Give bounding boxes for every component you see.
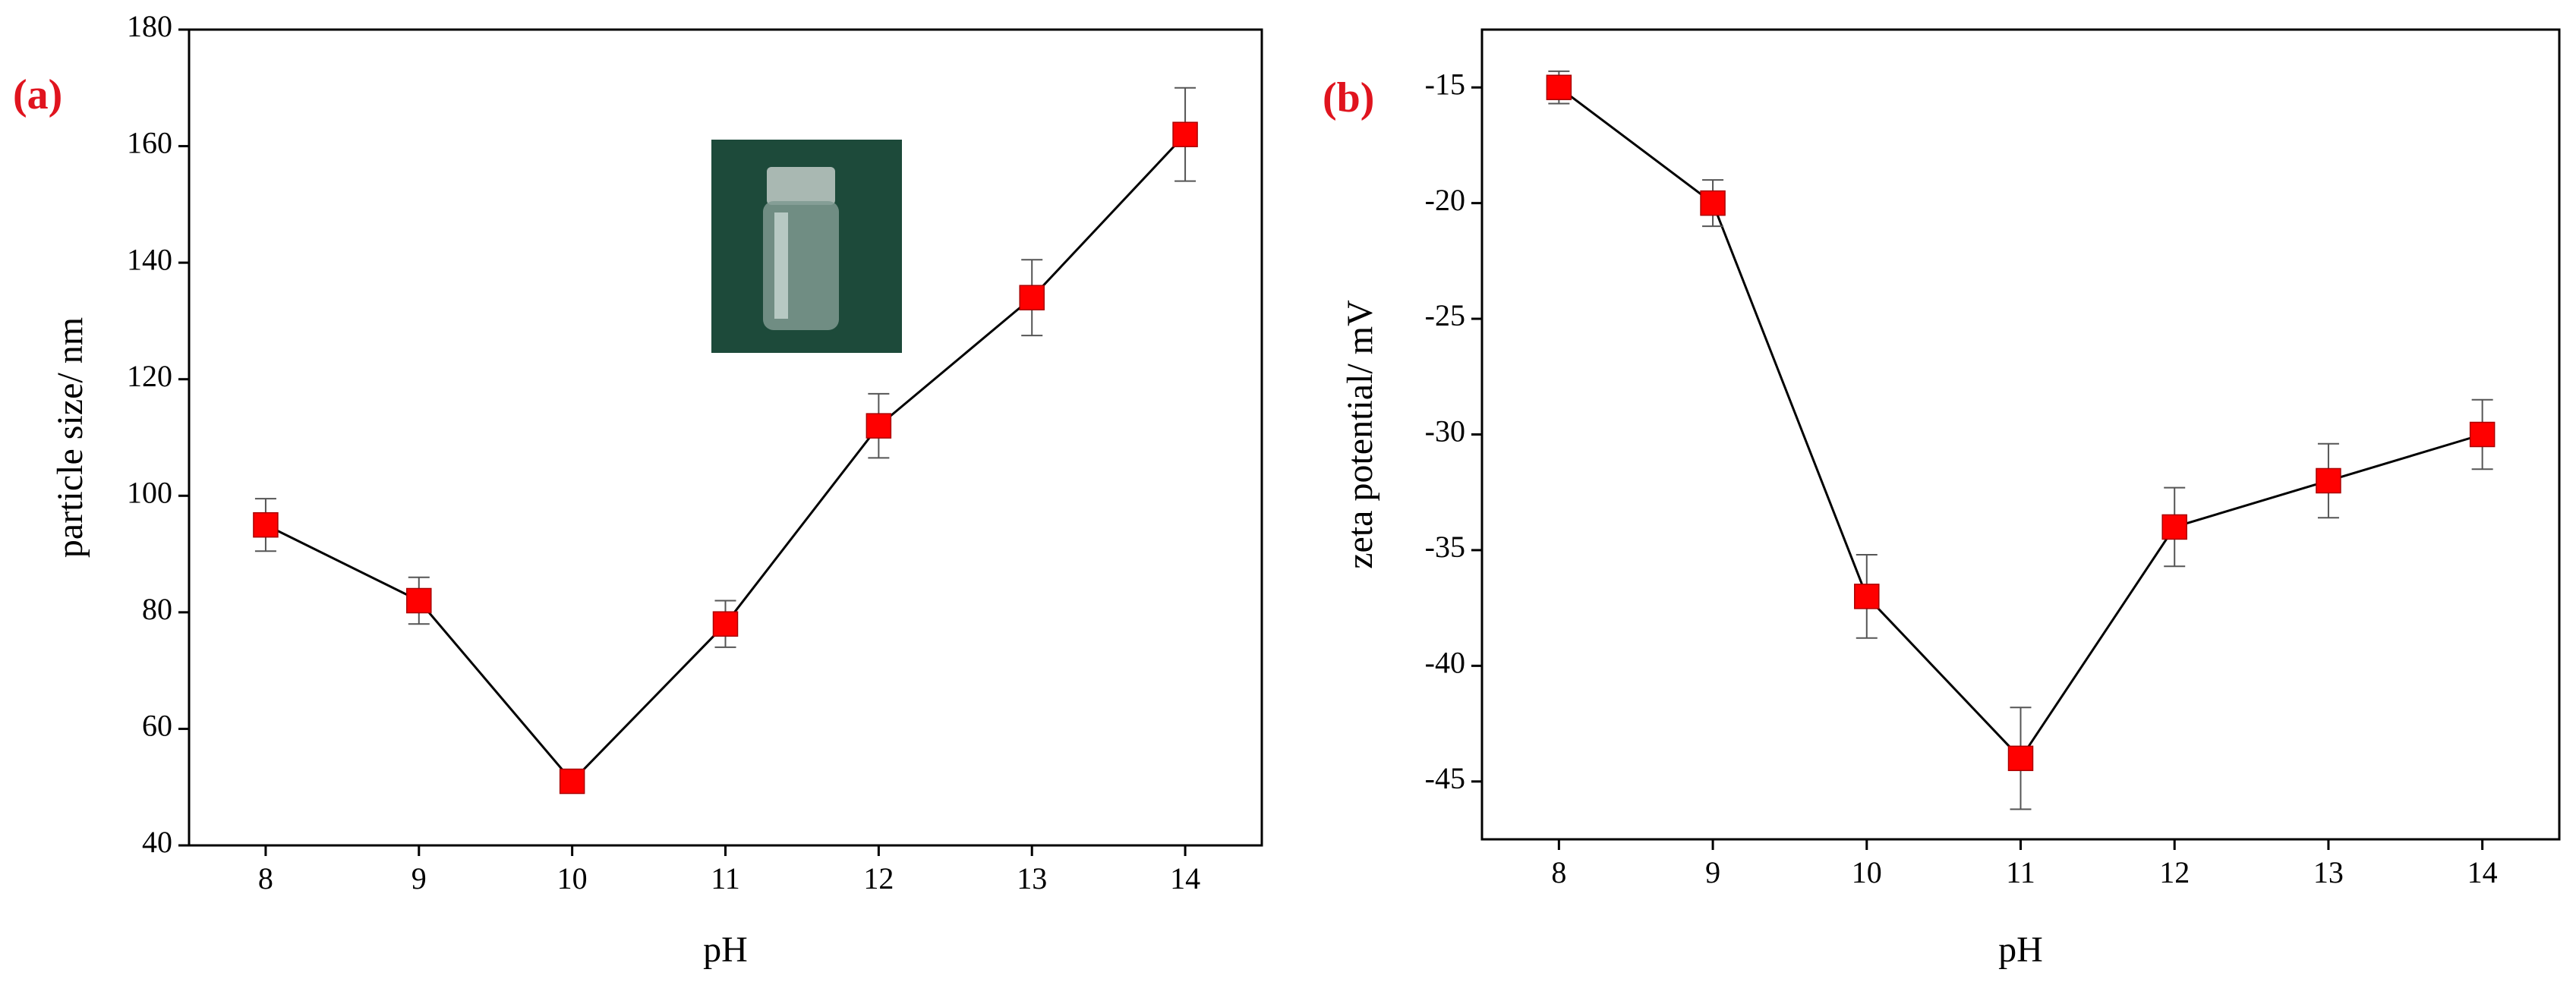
vial-glint xyxy=(774,212,788,319)
marker xyxy=(2469,421,2496,448)
y-tick-label: -30 xyxy=(1425,414,1465,448)
y-axis-title: particle size/ nm xyxy=(50,317,90,558)
y-tick-label: 120 xyxy=(127,359,172,393)
marker xyxy=(1854,584,1880,609)
marker xyxy=(2316,467,2341,494)
y-tick-label: 40 xyxy=(142,825,172,859)
x-tick-label: 11 xyxy=(2006,855,2035,889)
y-tick-label: 60 xyxy=(142,709,172,743)
x-tick-label: 13 xyxy=(2313,855,2344,889)
x-tick-label: 8 xyxy=(1551,855,1566,889)
marker xyxy=(712,611,739,637)
x-tick-label: 10 xyxy=(557,861,588,895)
y-tick-label: -45 xyxy=(1425,761,1465,795)
y-tick-label: 80 xyxy=(142,592,172,626)
marker xyxy=(559,768,585,795)
x-tick-label: 14 xyxy=(2467,855,2498,889)
x-tick-label: 12 xyxy=(2159,855,2190,889)
vial-cap xyxy=(767,167,835,205)
panel-label: (b) xyxy=(1323,74,1374,121)
y-axis-title: zeta potential/ mV xyxy=(1340,300,1380,569)
x-tick-label: 8 xyxy=(258,861,273,895)
x-tick-label: 11 xyxy=(711,861,740,895)
marker xyxy=(1546,74,1572,100)
y-tick-label: -15 xyxy=(1425,67,1465,101)
inset-photo xyxy=(711,140,902,353)
x-axis-title: pH xyxy=(703,930,748,970)
marker xyxy=(2007,745,2034,772)
marker xyxy=(1019,285,1045,310)
marker xyxy=(1172,121,1198,147)
y-tick-label: 140 xyxy=(127,242,172,276)
x-tick-label: 14 xyxy=(1170,861,1200,895)
marker xyxy=(2161,514,2187,540)
x-tick-label: 9 xyxy=(1705,855,1720,889)
y-tick-label: -40 xyxy=(1425,646,1465,680)
x-axis-title: pH xyxy=(1998,930,2043,970)
marker xyxy=(1700,190,1726,216)
y-tick-label: -35 xyxy=(1425,530,1465,564)
x-tick-label: 13 xyxy=(1017,861,1047,895)
data-line xyxy=(1558,87,2483,760)
y-tick-label: 160 xyxy=(127,126,172,160)
x-tick-label: 12 xyxy=(863,861,894,895)
y-tick-label: -25 xyxy=(1425,298,1465,332)
panel-label: (a) xyxy=(13,71,62,118)
x-tick-label: 10 xyxy=(1852,855,1882,889)
y-tick-label: -20 xyxy=(1425,183,1465,217)
marker xyxy=(253,511,279,538)
marker xyxy=(865,413,892,439)
y-tick-label: 100 xyxy=(127,475,172,509)
marker xyxy=(406,587,432,614)
y-tick-label: 180 xyxy=(127,9,172,43)
x-tick-label: 9 xyxy=(411,861,427,895)
